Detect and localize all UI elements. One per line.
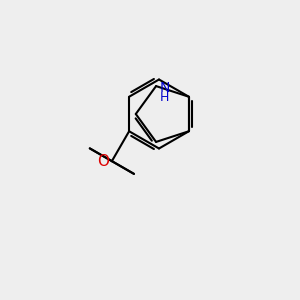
Text: O: O bbox=[97, 154, 109, 169]
Text: N: N bbox=[160, 81, 170, 94]
Text: H: H bbox=[160, 91, 169, 104]
